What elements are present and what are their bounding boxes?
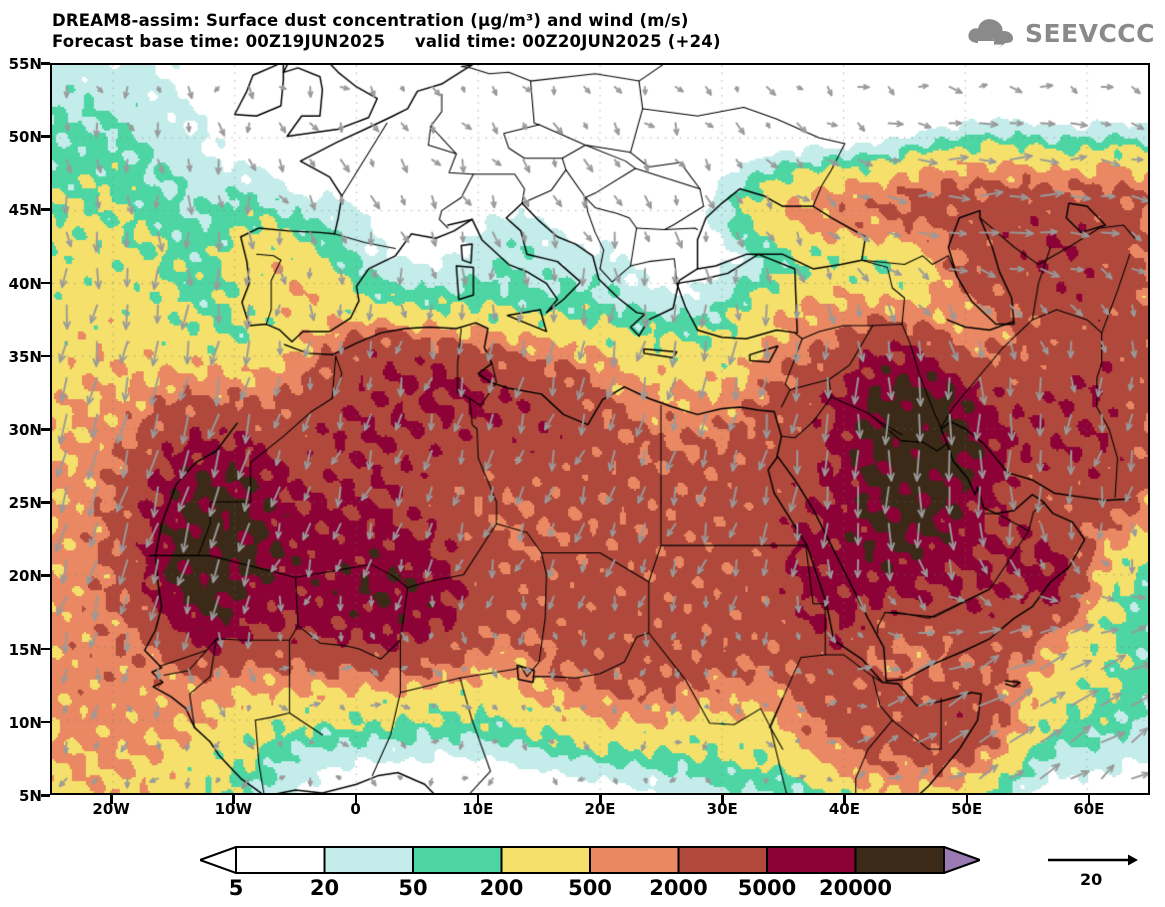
cloud-wind-icon [968,19,1013,49]
seevccc-logo: SEEVCCC [964,14,1155,52]
x-axis-label: 50E [951,800,983,818]
y-axis-label: 15N [8,640,42,659]
colorbar-under-tip [200,846,237,874]
colorbar-tick-label: 500 [568,876,612,900]
colorbar-tick-label: 20 [309,876,340,900]
y-axis-label: 5N [19,787,42,805]
chart-header: DREAM8-assim: Surface dust concentration… [0,0,1165,62]
colorbar-band [854,846,945,874]
colorbar-tick-label: 200 [479,876,524,900]
y-axis-tick [41,794,50,797]
wind-scale-reference: 20 [1040,852,1150,896]
y-axis-tick [41,428,50,431]
x-axis-label: 20W [92,800,130,818]
x-axis-label: 10E [462,800,494,818]
y-axis-label: 40N [8,274,42,293]
wind-arrow-icon [1048,854,1138,866]
x-axis-label: 40E [828,800,860,818]
colorbar-band [412,846,503,874]
y-axis-tick [41,647,50,651]
x-axis-tick [354,795,358,804]
y-axis-tick [41,281,50,285]
colorbar-tick-label: 5 [228,876,244,900]
x-axis-label: 30E [706,800,738,818]
y-axis-label: 45N [8,201,42,220]
y-axis-label: 55N [8,55,42,73]
y-axis-tick [41,501,50,504]
colorbar-swatches [200,846,980,874]
logo-text: SEEVCCC [1024,18,1155,48]
x-axis-label: 20E [584,800,616,818]
colorbar-tick-label: 20000 [818,876,893,900]
y-axis-tick [41,135,50,138]
y-axis-tick [41,720,50,724]
colorbar-band [589,846,680,874]
x-axis-tick [599,795,602,804]
y-axis-label: 10N [8,713,42,732]
colorbar-band [677,846,768,874]
colorbar-band [323,846,414,874]
dust-concentration-map[interactable] [50,63,1150,795]
colorbar-band [235,846,326,874]
x-axis-label: 10W [214,800,253,818]
x-axis-tick [843,795,846,804]
x-axis-tick [110,795,113,804]
colorbar-tick-label: 50 [398,876,428,900]
y-axis-label: 20N [8,567,42,586]
colorbar-over-tip [943,846,980,874]
chart-title: DREAM8-assim: Surface dust concentration… [52,11,689,30]
chart-subtitle: Forecast base time: 00Z19JUN2025 valid t… [52,32,721,51]
y-axis-tick [41,574,50,577]
x-axis-tick [476,795,480,804]
colorbar-tick-label: 5000 [737,876,797,900]
y-axis-tick [41,354,50,358]
x-axis-label: 60E [1073,800,1105,818]
y-axis-label: 35N [8,347,42,366]
map-canvas [52,65,1148,793]
y-axis-label: 25N [8,494,42,513]
colorbar-tick-label: 2000 [649,876,708,900]
x-axis-tick [721,795,724,804]
y-axis-label: 30N [8,421,42,439]
x-axis-tick [1087,795,1091,804]
wind-scale-label: 20 [1080,870,1103,889]
x-axis-tick [232,795,235,804]
colorbar-band [766,846,857,874]
y-axis-tick [41,208,50,211]
x-axis-label: 0 [350,800,361,818]
colorbar: 5 20 50 200 500 2000 5000 20000 [200,846,980,900]
x-axis-tick [965,795,969,804]
colorbar-band [500,846,591,874]
y-axis-tick [41,62,50,65]
y-axis-label: 50N [8,128,42,147]
